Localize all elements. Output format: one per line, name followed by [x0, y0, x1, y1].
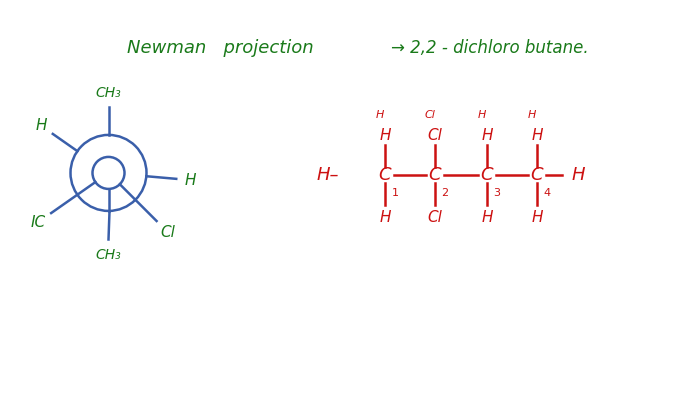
Text: CH₃: CH₃: [96, 86, 121, 100]
Text: Cl: Cl: [425, 110, 435, 120]
Text: H: H: [379, 209, 391, 224]
Text: H: H: [572, 166, 585, 184]
Text: Cl: Cl: [428, 127, 442, 143]
Text: C: C: [428, 166, 441, 184]
Text: H: H: [379, 127, 391, 143]
Text: 1: 1: [391, 188, 398, 198]
Text: C: C: [379, 166, 391, 184]
Text: C: C: [481, 166, 493, 184]
Text: H: H: [531, 209, 542, 224]
Text: H–: H–: [316, 166, 339, 184]
Text: Newman   projection: Newman projection: [127, 39, 314, 57]
Text: Cl: Cl: [428, 209, 442, 224]
Text: Cl: Cl: [160, 225, 175, 240]
Text: H: H: [184, 173, 196, 187]
Text: H: H: [482, 209, 493, 224]
Text: H: H: [478, 110, 486, 120]
Text: H: H: [482, 127, 493, 143]
Text: CH₃: CH₃: [96, 248, 121, 262]
Text: C: C: [531, 166, 543, 184]
Text: 2: 2: [442, 188, 449, 198]
Text: H: H: [531, 127, 542, 143]
Text: H: H: [376, 110, 384, 120]
Text: H: H: [528, 110, 536, 120]
Text: → 2,2 - dichloro butane.: → 2,2 - dichloro butane.: [391, 39, 589, 57]
Text: IC: IC: [31, 215, 46, 230]
Text: 3: 3: [494, 188, 500, 198]
Text: 4: 4: [543, 188, 551, 198]
Text: H: H: [36, 118, 47, 133]
